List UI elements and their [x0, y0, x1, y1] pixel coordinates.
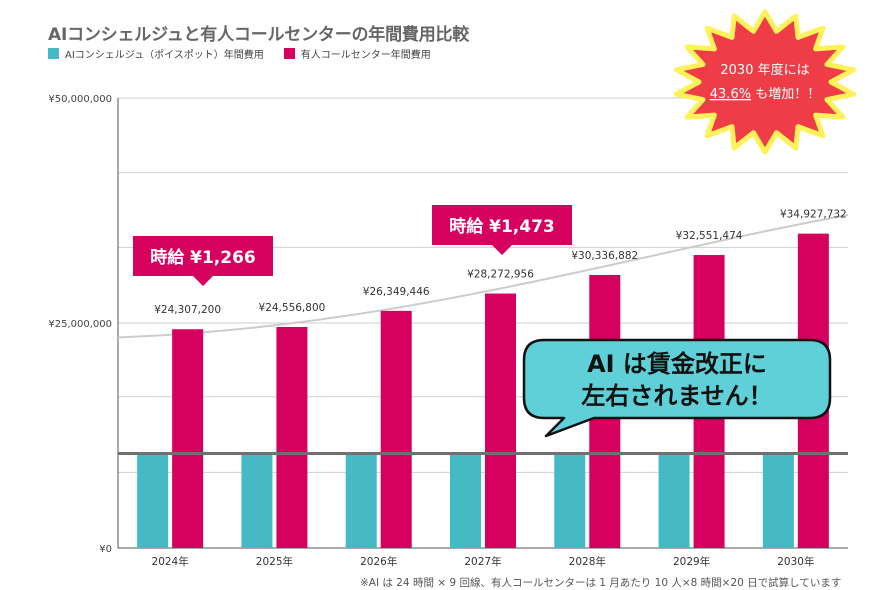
bar-call-center [276, 326, 308, 548]
legend-label-ai: AIコンシェルジュ（ポイスポット）年間費用 [65, 50, 264, 61]
speech-bubble-line1: AI は賃金改正に [587, 350, 767, 378]
starburst-badge [673, 9, 857, 155]
bar-ai [345, 453, 377, 548]
bar-ai [658, 453, 690, 548]
starburst-percent: 43.6% [710, 87, 751, 102]
x-tick-label: 2029年 [673, 555, 710, 568]
bar-ai [554, 453, 586, 548]
legend-item-call-center: 有人コールセンター年間費用 [283, 46, 431, 61]
data-label: ¥32,551,474 [676, 230, 743, 242]
bar-ai [241, 453, 273, 548]
bar-call-center [485, 293, 516, 548]
x-tick-label: 2030年 [777, 555, 814, 568]
wage-callout-2027-text: 時給 ¥1,473 [449, 216, 555, 237]
data-label: ¥34,927,732 [780, 209, 847, 221]
starburst-line2: 43.6% も増加！！ [710, 87, 820, 102]
legend-label-call-center: 有人コールセンター年間費用 [300, 50, 431, 61]
y-tick-label: ¥25,000,000 [48, 319, 112, 330]
wage-callout-2027 [432, 205, 572, 255]
data-label: ¥24,556,800 [259, 302, 326, 314]
speech-bubble-line2: 左右されません！ [581, 382, 772, 410]
x-tick-label: 2025年 [256, 555, 293, 568]
bar-ai [450, 453, 481, 548]
x-tick-label: 2024年 [152, 555, 189, 568]
x-tick-label: 2026年 [360, 555, 397, 568]
bar-call-center [380, 310, 412, 548]
legend-item-ai: AIコンシェルジュ（ポイスポット）年間費用 [48, 46, 264, 61]
data-label: ¥26,349,446 [363, 286, 430, 298]
legend-swatch-call-center [283, 48, 295, 59]
wage-callout-2024 [133, 236, 273, 286]
starburst-rest: も増加！！ [751, 87, 820, 102]
legend: AIコンシェルジュ（ポイスポット）年間費用 有人コールセンター年間費用 [48, 46, 431, 61]
y-tick-label: ¥50,000,000 [48, 94, 112, 105]
wage-callout-2024-text: 時給 ¥1,266 [150, 247, 256, 268]
starburst-line1: 2030 年度には [720, 62, 809, 78]
data-label: ¥30,336,882 [571, 250, 638, 262]
data-label: ¥28,272,956 [467, 269, 534, 281]
x-tick-label: 2027年 [464, 555, 501, 568]
bar-ai [137, 453, 169, 548]
speech-bubble [522, 338, 832, 438]
data-label: ¥24,307,200 [154, 304, 221, 316]
bar-ai [762, 453, 794, 548]
trend-curve [117, 214, 849, 339]
x-tick-label: 2028年 [569, 555, 606, 568]
chart-title: AIコンシェルジュと有人コールセンターの年間費用比較 [48, 25, 470, 45]
bar-call-center [172, 329, 204, 548]
y-tick-label: ¥0 [99, 544, 112, 555]
footnote: ※AI は 24 時間 × 9 回線、有人コールセンターは 1 月あたり 10 … [360, 577, 842, 589]
legend-swatch-ai [48, 48, 59, 59]
